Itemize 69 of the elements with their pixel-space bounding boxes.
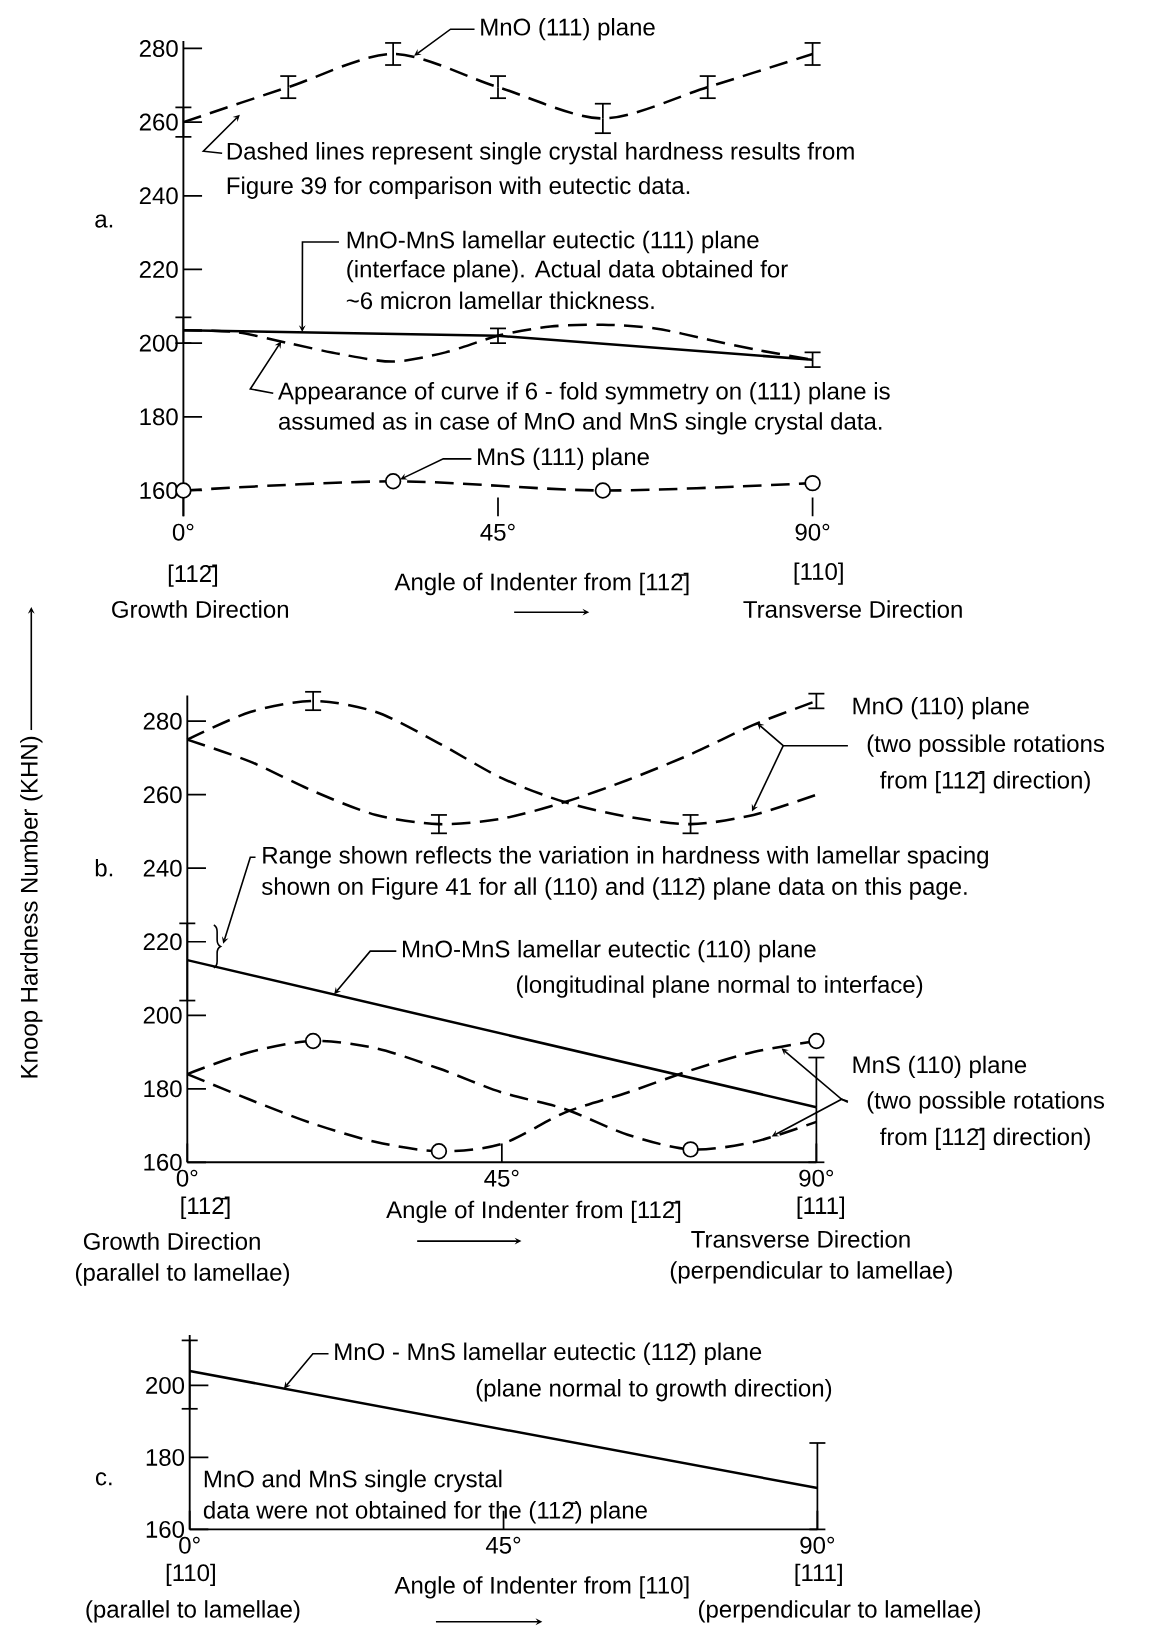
text: Transverse Direction bbox=[743, 600, 962, 618]
x-tick-label: 0° bbox=[179, 1536, 200, 1554]
x-tick-label: 45° bbox=[480, 523, 515, 541]
annotation: MnO - MnS lamellar eutectic (112̄) plane bbox=[335, 1342, 762, 1365]
x-axis-title: Angle of Indenter from [112̄] bbox=[386, 1200, 681, 1224]
annotation: MnS (110) plane bbox=[853, 1055, 1027, 1079]
text: [111] bbox=[797, 1196, 844, 1219]
y-tick-label: 220 bbox=[139, 260, 178, 278]
text: [111] bbox=[795, 1563, 842, 1586]
y-tick-label: 280 bbox=[143, 712, 182, 730]
x-tick-label: 0° bbox=[176, 1169, 198, 1187]
y-tick-label: 160 bbox=[144, 1153, 182, 1171]
y-tick-label: 180 bbox=[140, 408, 178, 426]
annotation: Appearance of curve if 6 - fold symmetry on (111) plane is bbox=[278, 381, 890, 405]
annotation: MnO-MnS lamellar eutectic (110) plane bbox=[403, 939, 816, 963]
text: Transverse Direction bbox=[691, 1230, 910, 1248]
y-tick-label: 180 bbox=[144, 1080, 182, 1098]
text: (perpendicular to lamellae) bbox=[670, 1261, 952, 1284]
annotation: (longitudinal plane normal to interface) bbox=[517, 975, 923, 998]
text: (parallel to lamellae) bbox=[75, 1263, 290, 1286]
y-axis-title: Knoop Hardness Number (KHN) bbox=[20, 736, 43, 1078]
annotation: MnS (111) plane bbox=[478, 447, 649, 471]
x-tick-label: 45° bbox=[484, 1169, 519, 1187]
y-tick-label: 280 bbox=[139, 39, 178, 57]
annotation: shown on Figure 41 for all (110) and (112̄) plane data on this page. bbox=[261, 877, 967, 900]
text: (two possible rotations bbox=[867, 734, 1105, 757]
text: Growth Direction bbox=[112, 600, 289, 618]
text: b. bbox=[95, 858, 113, 877]
annotation: Range shown reflects the variation in hardness with lamellar spacing bbox=[263, 846, 988, 869]
x-axis-title: Angle of Indenter from [110] bbox=[394, 1576, 689, 1599]
annotation: (plane normal to growth direction) bbox=[476, 1379, 832, 1402]
y-tick-label: 200 bbox=[143, 1006, 182, 1024]
text: [112̄] bbox=[168, 564, 218, 587]
y-tick-label: 240 bbox=[143, 859, 182, 877]
x-tick-label: 90° bbox=[800, 1536, 835, 1554]
annotation: MnO and MnS single crystal bbox=[204, 1469, 502, 1493]
text: (perpendicular to lamellae) bbox=[698, 1600, 981, 1623]
annotation: (two possible rotations bbox=[867, 1091, 1105, 1114]
y-tick-label: 260 bbox=[143, 786, 182, 804]
annotation: Figure 39 for comparison with eutectic data. bbox=[227, 176, 690, 199]
annotation: (interface plane). Actual data obtained for bbox=[347, 259, 788, 283]
text: from [112̄] direction) bbox=[880, 771, 1090, 794]
text: from [112̄] direction) bbox=[880, 1127, 1090, 1151]
y-tick-label: 220 bbox=[143, 933, 182, 951]
y-tick-label: 200 bbox=[146, 1376, 185, 1394]
annotation: ~6 micron lamellar thickness. bbox=[346, 291, 654, 310]
text: Growth Direction bbox=[83, 1232, 260, 1250]
annotation: assumed as in case of MnO and MnS single crystal data. bbox=[279, 412, 882, 435]
annotation: MnO-MnS lamellar eutectic (111) plane bbox=[347, 230, 759, 254]
y-tick-label: 240 bbox=[139, 187, 178, 205]
text: [112̄] bbox=[181, 1196, 230, 1219]
annotation: Dashed lines represent single crystal hardness results from bbox=[227, 142, 854, 165]
y-tick-label: 200 bbox=[139, 334, 178, 352]
x-tick-label: 45° bbox=[485, 1536, 521, 1554]
text: [110] bbox=[166, 1563, 215, 1586]
text: [110] bbox=[794, 562, 843, 585]
text: a. bbox=[95, 214, 113, 228]
annotation: MnO (110) plane bbox=[853, 696, 1029, 720]
x-tick-label: 90° bbox=[799, 1169, 834, 1187]
annotation: data were not obtained for the (112̄) plane bbox=[203, 1501, 647, 1524]
text: (parallel to lamellae) bbox=[86, 1600, 300, 1623]
text: c. bbox=[95, 1472, 112, 1486]
x-axis-title: Angle of Indenter from [112̄] bbox=[394, 572, 689, 596]
y-tick-label: 260 bbox=[139, 113, 178, 131]
x-tick-label: 90° bbox=[795, 523, 830, 541]
y-tick-label: 180 bbox=[146, 1448, 185, 1466]
y-tick-label: 160 bbox=[146, 1520, 185, 1538]
annotation: MnO (111) plane bbox=[481, 17, 655, 41]
x-tick-label: 0° bbox=[172, 523, 194, 541]
